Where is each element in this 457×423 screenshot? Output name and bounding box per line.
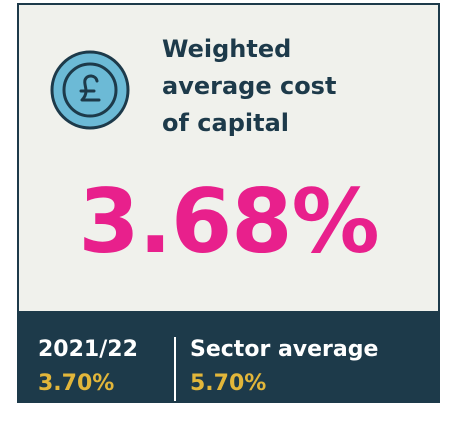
pound-sign — [79, 74, 101, 102]
headline-value: 3.68% — [78, 170, 379, 273]
card: Weighted average cost of capital 3.68% 2… — [17, 3, 440, 403]
coin-inner — [62, 62, 118, 118]
pound-icon — [50, 50, 130, 130]
stat-value: 5.70% — [190, 371, 267, 396]
title-line: of capital — [162, 109, 290, 137]
divider — [174, 337, 176, 401]
title-line: average cost — [162, 72, 337, 100]
title-line: Weighted — [162, 35, 292, 63]
stat-label: 2021/22 — [38, 337, 138, 362]
stats-band: 2021/22 3.70% Sector average 5.70% — [19, 311, 438, 401]
stat-label: Sector average — [190, 337, 379, 362]
stat-value: 3.70% — [38, 371, 115, 396]
